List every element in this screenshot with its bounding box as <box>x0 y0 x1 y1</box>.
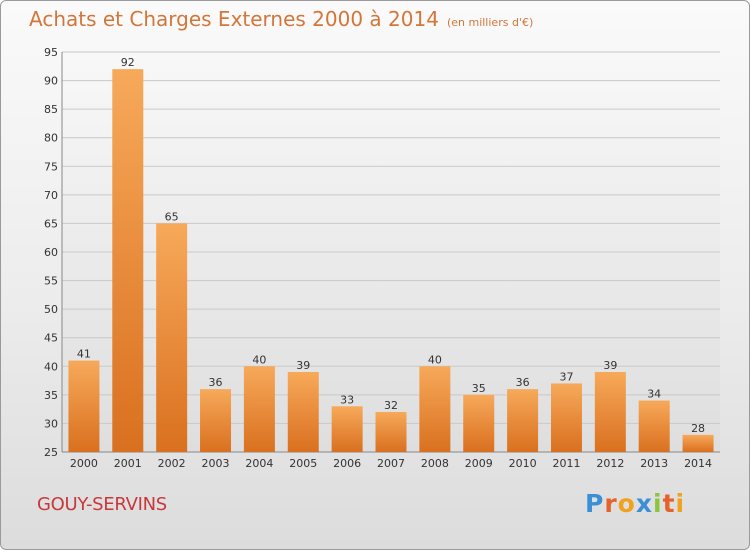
y-tick-label: 55 <box>44 275 58 288</box>
x-tick-label: 2013 <box>640 457 668 470</box>
chart-title-text: Achats et Charges Externes 2000 à 2014 <box>29 7 439 31</box>
bar <box>594 372 626 452</box>
logo-letter: o <box>617 489 636 518</box>
y-tick-label: 30 <box>44 417 58 430</box>
y-tick-label: 45 <box>44 332 58 345</box>
logo-letter: P <box>585 489 605 518</box>
commune-name: GOUY-SERVINS <box>37 494 167 515</box>
bar-value-label: 41 <box>77 348 91 361</box>
x-tick-label: 2006 <box>333 457 361 470</box>
y-tick-label: 80 <box>44 132 58 145</box>
logo-letter: r <box>604 489 618 518</box>
bar <box>287 372 319 452</box>
y-tick-label: 70 <box>44 189 58 202</box>
bar <box>682 434 714 452</box>
y-tick-label: 75 <box>44 160 58 173</box>
x-tick-label: 2005 <box>289 457 317 470</box>
x-tick-label: 2000 <box>70 457 98 470</box>
bar <box>331 406 363 452</box>
bar-value-label: 35 <box>472 382 486 395</box>
bar <box>550 383 582 452</box>
bar-value-label: 32 <box>384 399 398 412</box>
bar-value-label: 65 <box>165 210 179 223</box>
y-tick-label: 50 <box>44 303 58 316</box>
logo-letter: x <box>635 489 653 518</box>
bar <box>507 389 539 452</box>
bar <box>112 69 144 453</box>
bar-value-label: 34 <box>647 388 661 401</box>
bar <box>156 223 188 452</box>
bar-value-label: 40 <box>428 353 442 366</box>
bar-value-label: 36 <box>209 376 223 389</box>
bar <box>375 412 407 452</box>
x-tick-label: 2008 <box>421 457 449 470</box>
y-tick-label: 65 <box>44 217 58 230</box>
bar-value-label: 28 <box>691 422 705 435</box>
bar-value-label: 36 <box>516 376 530 389</box>
logo-letter: t <box>662 489 676 518</box>
chart-title: Achats et Charges Externes 2000 à 2014 (e… <box>29 7 533 31</box>
y-tick-label: 35 <box>44 389 58 402</box>
bar <box>463 394 495 452</box>
chart-subtitle: (en milliers d'€) <box>446 16 534 29</box>
y-tick-label: 85 <box>44 103 58 116</box>
logo-letter: i <box>675 489 686 518</box>
x-tick-label: 2002 <box>158 457 186 470</box>
bar-value-label: 92 <box>121 56 135 69</box>
proxiti-logo: Proxiti <box>585 489 685 518</box>
x-tick-label: 2003 <box>202 457 230 470</box>
x-tick-label: 2007 <box>377 457 405 470</box>
y-tick-label: 40 <box>44 360 58 373</box>
logo-letter: i <box>653 489 663 518</box>
y-tick-label: 90 <box>44 75 58 88</box>
x-tick-label: 2011 <box>552 457 580 470</box>
bar-value-label: 33 <box>340 393 354 406</box>
x-tick-label: 2001 <box>114 457 142 470</box>
x-tick-label: 2014 <box>684 457 712 470</box>
y-tick-label: 60 <box>44 246 58 259</box>
bar <box>200 389 232 452</box>
bar <box>243 366 275 452</box>
x-tick-label: 2004 <box>245 457 273 470</box>
bar <box>68 360 100 452</box>
x-tick-label: 2009 <box>465 457 493 470</box>
y-tick-label: 25 <box>44 446 58 459</box>
bar-value-label: 37 <box>559 370 573 383</box>
bar <box>638 400 670 452</box>
bar-value-label: 39 <box>603 359 617 372</box>
x-tick-label: 2010 <box>509 457 537 470</box>
x-tick-label: 2012 <box>596 457 624 470</box>
bar-value-label: 39 <box>296 359 310 372</box>
bar <box>419 366 451 452</box>
bar-value-label: 40 <box>252 353 266 366</box>
y-tick-label: 95 <box>44 46 58 59</box>
